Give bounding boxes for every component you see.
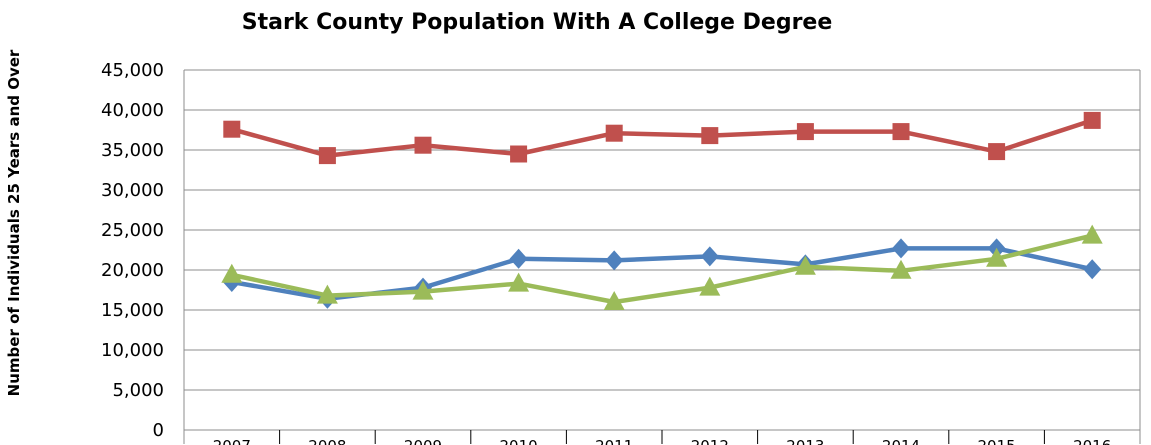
series-lines — [221, 112, 1102, 310]
data-point-square — [415, 137, 432, 154]
data-point-diamond — [892, 238, 910, 258]
x-tick-label: 2010 — [500, 437, 538, 445]
data-point-diamond — [701, 246, 719, 266]
data-point-square — [988, 143, 1005, 160]
chart-title: Stark County Population With A College D… — [242, 10, 833, 35]
y-tick-labels: 0 5,000 10,000 15,000 20,000 25,000 30,000 35,0… — [101, 60, 164, 441]
y-tick-label: 25,000 — [101, 220, 164, 241]
y-tick-label: 40,000 — [101, 100, 164, 121]
x-tick-label: 2016 — [1073, 437, 1111, 445]
y-tick-label: 30,000 — [101, 180, 164, 201]
x-tick-label: 2011 — [595, 437, 633, 445]
data-point-diamond — [1083, 259, 1101, 279]
y-tick-label: 10,000 — [101, 340, 164, 361]
y-tick-label: 0 — [153, 420, 164, 441]
data-point-square — [510, 146, 527, 163]
y-tick-label: 5,000 — [112, 380, 164, 401]
x-tick-label: 2012 — [691, 437, 729, 445]
x-tick-label: 2008 — [308, 437, 346, 445]
x-tick-label: 2009 — [404, 437, 442, 445]
data-point-square — [223, 121, 240, 138]
x-tick-label: 2015 — [978, 437, 1016, 445]
data-point-square — [893, 123, 910, 140]
x-tick-label: 2013 — [786, 437, 824, 445]
data-point-triangle — [1082, 225, 1103, 244]
data-point-triangle — [221, 264, 242, 283]
data-point-square — [1084, 112, 1101, 129]
series-line-diamond — [232, 248, 1092, 298]
data-point-square — [797, 123, 814, 140]
data-point-diamond — [605, 250, 623, 270]
data-point-square — [319, 147, 336, 164]
y-axis-label: Number of Individuals 25 Years and Over — [5, 49, 23, 396]
data-point-square — [701, 127, 718, 144]
x-tick-label: 2014 — [882, 437, 920, 445]
y-tick-label: 20,000 — [101, 260, 164, 281]
series-line-triangle — [232, 236, 1092, 302]
y-tick-label: 45,000 — [101, 60, 164, 81]
y-tick-label: 15,000 — [101, 300, 164, 321]
y-tick-label: 35,000 — [101, 140, 164, 161]
data-point-diamond — [510, 249, 528, 269]
data-point-square — [606, 125, 623, 142]
x-tick-label: 2007 — [213, 437, 251, 445]
